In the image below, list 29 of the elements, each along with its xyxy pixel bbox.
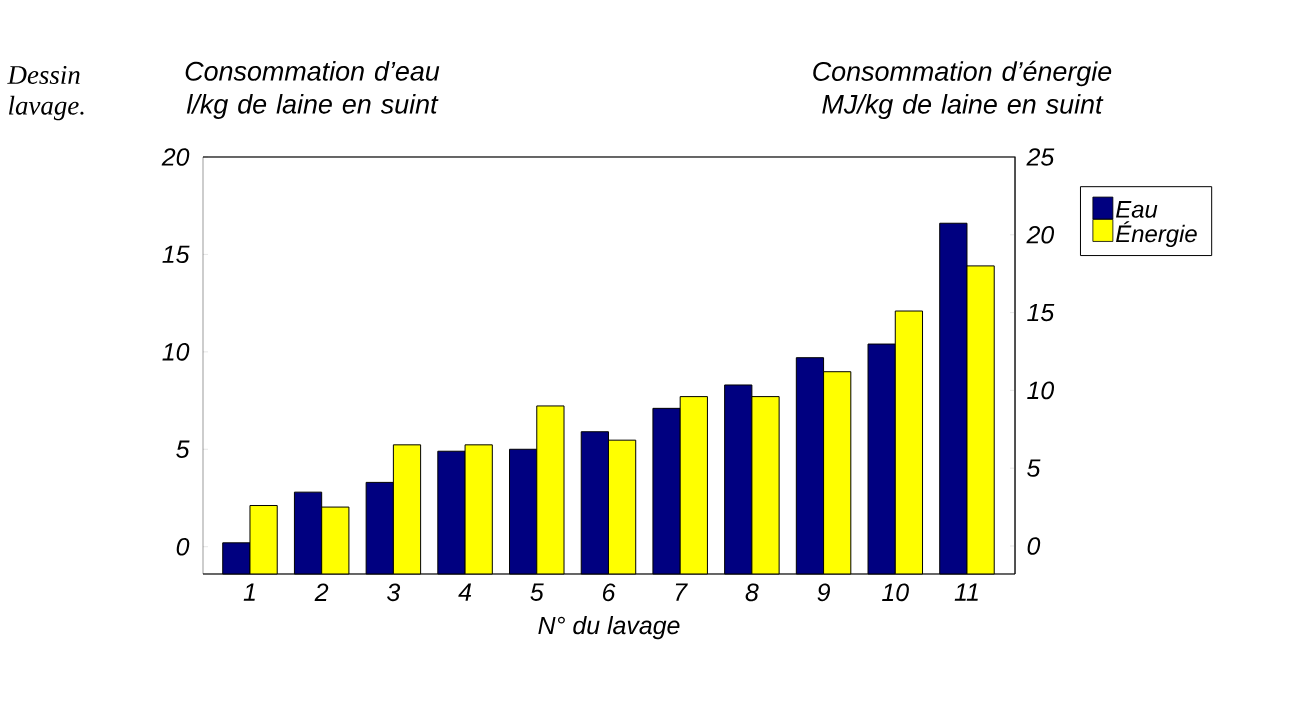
x-tick-label: 5	[530, 583, 544, 601]
x-tick-label: 9	[817, 583, 830, 602]
x-tick-label: 7	[675, 583, 688, 601]
y-tick-label: 5	[176, 440, 190, 458]
text: Dessin	[7, 65, 80, 85]
x-tick-label: 2	[314, 583, 329, 601]
x-tick-label: 11	[954, 583, 978, 601]
x-axis-title: N° du lavage	[538, 615, 680, 640]
x-tick-label: 4	[458, 583, 472, 601]
x-tick-label: 6	[602, 583, 616, 602]
x-tick-label: 1	[243, 583, 255, 601]
y2-tick-label: 10	[1027, 381, 1055, 400]
text: lavage.	[8, 95, 84, 121]
y2-tick-label: 25	[1026, 148, 1055, 166]
y2-tick-label: 20	[1026, 225, 1055, 244]
y2-axis-title: Consommation d’énergie MJ/kg de laine en suint	[813, 60, 1112, 120]
y-tick-label: 15	[162, 245, 190, 264]
y-axis-title: Consommation d’eau l/kg de laine en suint	[185, 61, 440, 119]
y2-tick-label: 0	[1027, 537, 1041, 555]
x-tick-label: 10	[882, 583, 909, 602]
legend-label: Eau	[1116, 201, 1158, 218]
y-tick-label: 0	[176, 537, 190, 556]
x-tick-label: 3	[387, 583, 401, 602]
y2-tick-label: 5	[1027, 459, 1041, 477]
y-tick-label: 20	[161, 148, 190, 166]
y-tick-label: 10	[162, 343, 190, 361]
legend-label: Énergie	[1116, 221, 1197, 248]
y2-tick-label: 15	[1027, 303, 1055, 322]
x-tick-label: 8	[745, 583, 759, 602]
